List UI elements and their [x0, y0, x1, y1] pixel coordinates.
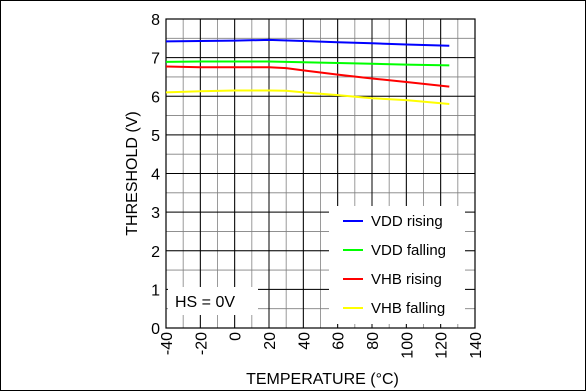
plot-area-border — [165, 18, 476, 329]
x-tick-label: 140 — [468, 332, 485, 359]
x-tick-label: 20 — [262, 332, 279, 350]
y-tick-labels: 0 1 2 3 4 5 6 7 8 — [151, 12, 160, 338]
y-tick-label: 6 — [151, 89, 160, 106]
x-tick-labels: -40 -20 0 20 40 60 80 100 120 140 — [159, 332, 485, 359]
legend-label: VHB falling — [371, 300, 445, 317]
series-line-vhb-rising — [165, 65, 450, 88]
x-axis-title: TEMPERATURE (°C) — [246, 371, 399, 388]
legend-label: VDD rising — [371, 213, 443, 230]
y-tick-label: 4 — [151, 167, 160, 184]
series-line-vdd-rising — [165, 38, 450, 47]
x-tick-label: -20 — [193, 332, 210, 355]
x-tick-label: 0 — [228, 332, 245, 341]
y-tick-label: 2 — [151, 244, 160, 261]
y-tick-label: 1 — [151, 282, 160, 299]
y-tick-label: 3 — [151, 205, 160, 222]
x-tick-label: 100 — [399, 332, 416, 359]
annotation-text: HS = 0V — [175, 294, 235, 311]
legend-box — [329, 206, 465, 324]
x-tick-label: 120 — [434, 332, 451, 359]
x-tick-label: 60 — [331, 332, 348, 350]
legend: VDD rising VDD falling VHB rising VHB falli… — [329, 206, 465, 324]
x-tick-label: 80 — [365, 332, 382, 350]
x-tick-label: 40 — [296, 332, 313, 350]
series-line-vdd-falling — [165, 60, 450, 67]
condition-annotation: HS = 0V — [168, 287, 258, 315]
y-tick-label: 8 — [151, 12, 160, 29]
annotation-box — [168, 287, 258, 315]
y-axis-title: THRESHOLD (V) — [124, 111, 141, 235]
y-tick-label: 7 — [151, 51, 160, 68]
y-tick-label: 5 — [151, 128, 160, 145]
series-lines — [165, 38, 450, 105]
legend-label: VHB rising — [371, 271, 442, 288]
y-tick-label: 0 — [151, 321, 160, 338]
legend-label: VDD falling — [371, 242, 446, 259]
x-tick-label: -40 — [159, 332, 176, 355]
series-line-vhb-falling — [165, 89, 450, 105]
